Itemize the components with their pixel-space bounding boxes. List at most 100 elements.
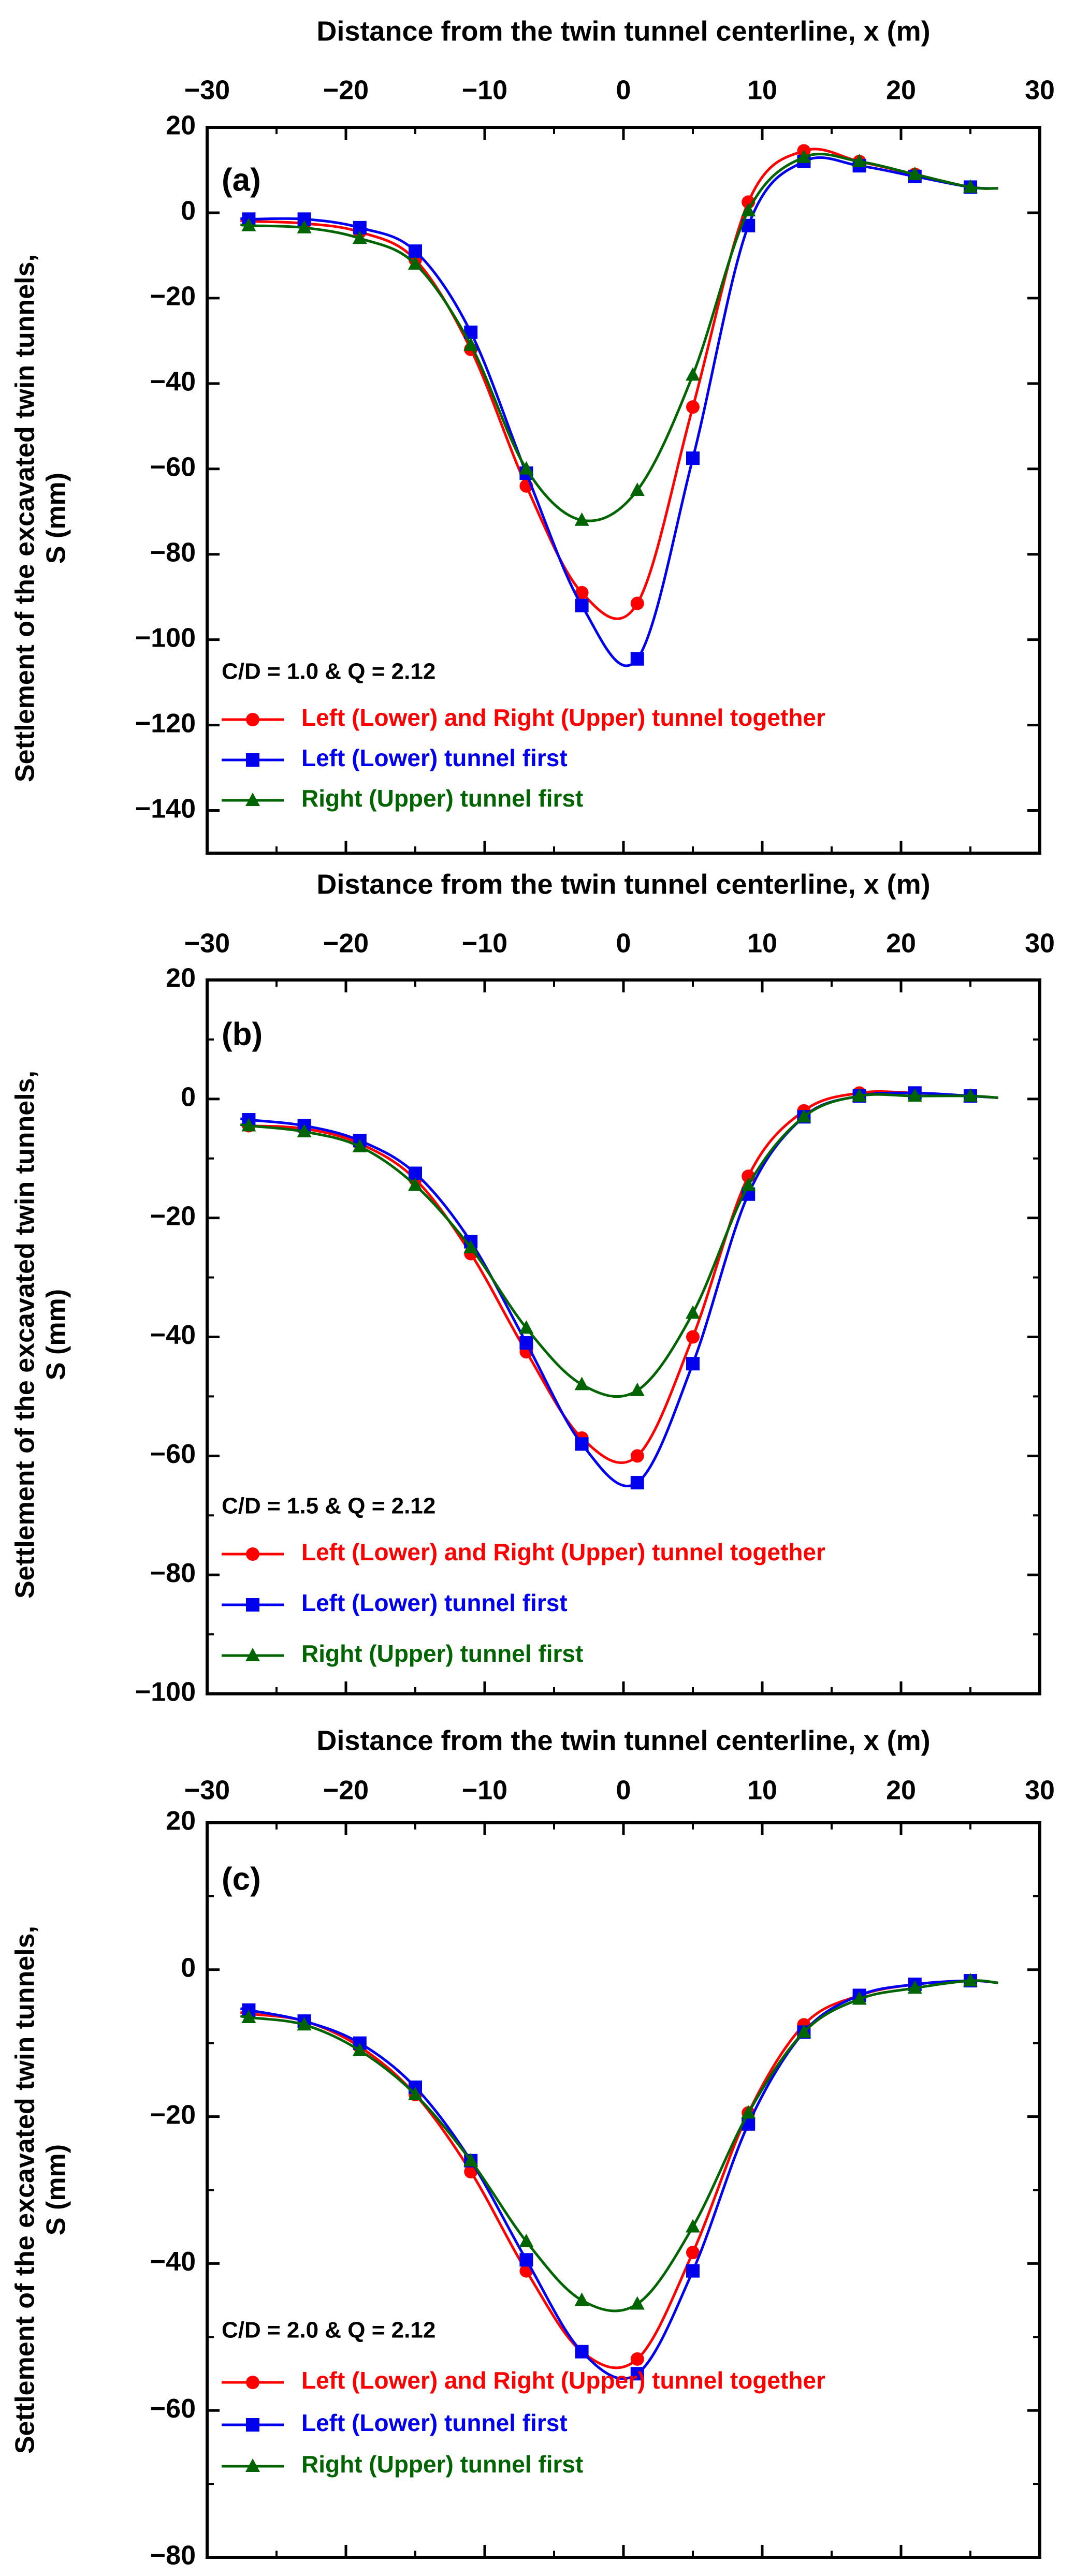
data-point — [575, 2345, 589, 2359]
y-tick-label: −20 — [150, 282, 196, 312]
data-point — [575, 1437, 589, 1451]
condition-label: C/D = 2.0 & Q = 2.12 — [222, 2318, 435, 2343]
legend-label: Right (Upper) tunnel first — [301, 1640, 583, 1667]
x-tick-label: 0 — [616, 1776, 631, 1806]
y-tick-label: −40 — [150, 2247, 196, 2277]
x-tick-label: 20 — [886, 76, 916, 106]
y-tick-label: −140 — [135, 794, 196, 824]
data-point — [352, 2042, 367, 2056]
legend-marker — [245, 1648, 260, 1661]
data-point — [408, 2087, 423, 2101]
legend-marker — [246, 1598, 259, 1612]
y-tick-label: 0 — [181, 196, 196, 226]
y-tick-label: −120 — [135, 708, 196, 738]
x-tick-label: 0 — [616, 76, 631, 106]
y-tick-label: −20 — [150, 1201, 196, 1231]
data-point — [907, 1980, 922, 1994]
y-tick-label: 0 — [181, 1953, 196, 1983]
data-point — [574, 2292, 589, 2306]
data-point — [852, 1991, 867, 2005]
x-tick-label: −20 — [323, 1776, 369, 1806]
series-line — [239, 156, 998, 667]
data-point — [963, 1973, 978, 1987]
data-point — [907, 166, 922, 180]
data-point — [409, 244, 422, 258]
series-right-first — [239, 149, 998, 526]
x-tick-label: 10 — [747, 1776, 777, 1806]
data-point — [463, 2153, 478, 2167]
legend-marker — [245, 793, 260, 806]
y-axis-title: Settlement of the excavated twin tunnels… — [10, 254, 40, 782]
data-point — [630, 482, 645, 496]
legend: Left (Lower) and Right (Upper) tunnel to… — [222, 704, 825, 812]
data-point — [907, 1088, 922, 1102]
y-tick-label: −100 — [135, 623, 196, 653]
data-point — [408, 256, 423, 270]
x-tick-label: 0 — [616, 929, 631, 959]
legend-marker — [246, 713, 259, 726]
series-together — [240, 144, 998, 620]
data-point — [630, 2352, 644, 2366]
legend-label: Left (Lower) tunnel first — [301, 1589, 568, 1616]
x-tick-label: 10 — [747, 929, 777, 959]
data-point — [630, 1382, 645, 1396]
x-tick-label: 10 — [747, 76, 777, 106]
x-tick-label: −10 — [462, 76, 507, 106]
data-point — [741, 1177, 756, 1191]
series-line — [240, 1979, 998, 2312]
x-tick-label: −10 — [462, 929, 507, 959]
y-tick-label: −80 — [150, 1558, 196, 1588]
data-point — [630, 1449, 644, 1463]
data-point — [297, 1124, 312, 1138]
y-tick-label: −100 — [135, 1677, 196, 1707]
series-line — [239, 152, 998, 522]
series-right-first — [240, 1973, 998, 2312]
legend-marker — [246, 753, 259, 767]
data-point — [630, 652, 644, 666]
y-axis-title-units: S (mm) — [41, 2144, 71, 2235]
data-point — [575, 586, 589, 599]
y-tick-label: 20 — [166, 111, 196, 141]
data-point — [963, 1088, 978, 1102]
data-point — [297, 219, 312, 233]
legend-label: Right (Upper) tunnel first — [301, 785, 583, 812]
legend-marker — [246, 2418, 259, 2432]
x-tick-label: −20 — [323, 76, 369, 106]
x-axis-title: Distance from the twin tunnel centerline… — [316, 1725, 930, 1756]
y-tick-label: −40 — [150, 1320, 196, 1350]
data-point — [519, 461, 534, 475]
legend: Left (Lower) and Right (Upper) tunnel to… — [222, 2367, 825, 2478]
y-tick-label: −60 — [150, 2394, 196, 2424]
x-tick-label: 30 — [1025, 76, 1055, 106]
data-point — [686, 1357, 700, 1371]
x-tick-label: 30 — [1025, 1776, 1055, 1806]
series-left-first — [240, 1086, 998, 1490]
plot-frame — [206, 1821, 1041, 2559]
series-line — [240, 148, 998, 620]
y-axis-title-units: S (mm) — [41, 1289, 71, 1380]
legend-label: Left (Lower) and Right (Upper) tunnel to… — [301, 1539, 825, 1565]
data-point — [352, 1138, 367, 1152]
data-point — [630, 596, 644, 610]
x-tick-label: −20 — [323, 929, 369, 959]
data-point — [686, 2264, 700, 2278]
data-point — [686, 451, 700, 465]
panel-label: (b) — [222, 1016, 263, 1052]
data-point — [574, 512, 589, 526]
data-point — [630, 2296, 645, 2310]
y-tick-label: 0 — [181, 1082, 196, 1113]
x-tick-label: −30 — [184, 1776, 230, 1806]
data-point — [575, 598, 589, 612]
y-tick-label: −60 — [150, 1439, 196, 1469]
data-point — [686, 1330, 700, 1344]
data-point — [519, 2233, 534, 2247]
panel-label: (c) — [222, 1861, 261, 1897]
series-right-first — [240, 1088, 998, 1398]
legend-label: Left (Lower) and Right (Upper) tunnel to… — [301, 704, 825, 731]
x-tick-label: 20 — [886, 1776, 916, 1806]
data-point — [519, 1336, 533, 1350]
series-left-first — [239, 154, 998, 667]
data-point — [519, 2253, 533, 2267]
x-tick-label: 30 — [1025, 929, 1055, 959]
y-tick-label: −80 — [150, 537, 196, 567]
